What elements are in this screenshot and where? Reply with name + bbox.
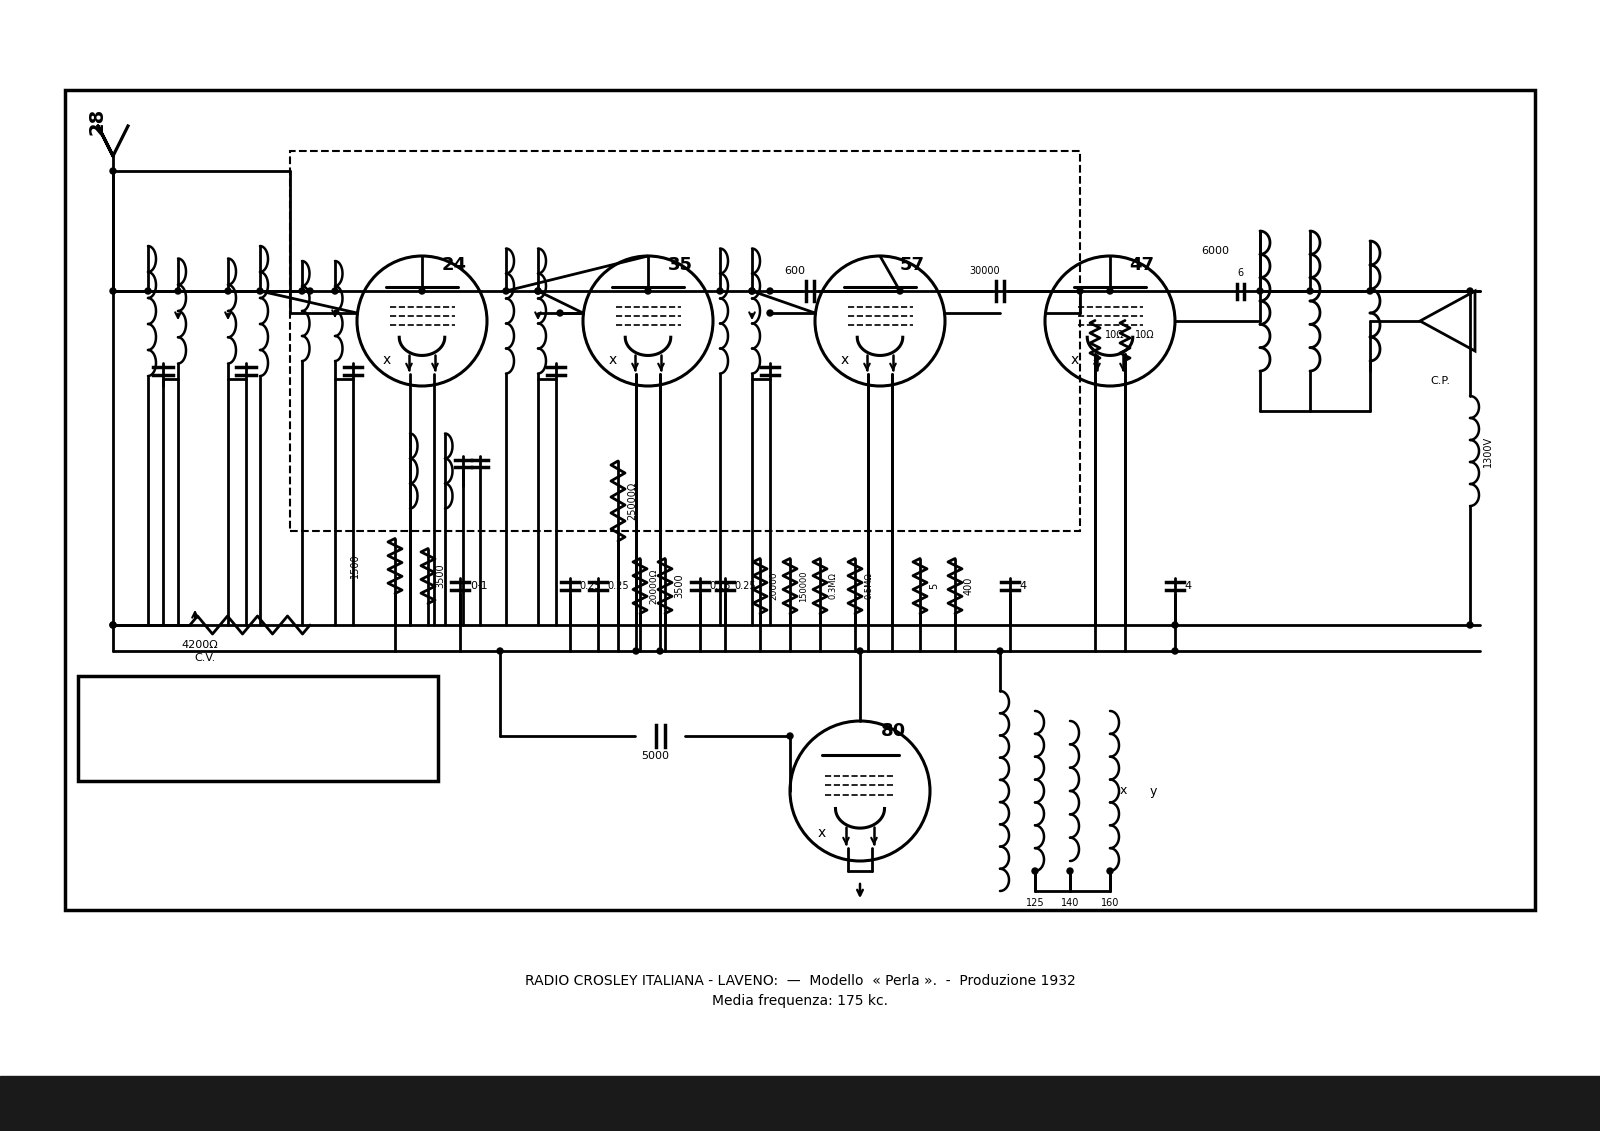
Circle shape <box>498 648 502 654</box>
Circle shape <box>307 288 314 294</box>
Text: 4: 4 <box>1019 581 1026 592</box>
Circle shape <box>110 169 115 174</box>
Text: 10Ω: 10Ω <box>1106 330 1125 340</box>
Circle shape <box>749 288 755 294</box>
Circle shape <box>898 288 902 294</box>
Text: y: y <box>1150 785 1157 797</box>
Text: x: x <box>1120 785 1128 797</box>
Text: 25000Ω: 25000Ω <box>627 482 637 520</box>
Bar <box>0 1076 1600 1131</box>
Bar <box>290 152 1080 530</box>
Circle shape <box>766 288 773 294</box>
Text: x: x <box>818 826 826 840</box>
Circle shape <box>1467 622 1474 628</box>
Circle shape <box>226 288 230 294</box>
Text: x: x <box>382 353 390 366</box>
Text: 0.3MΩ: 0.3MΩ <box>829 572 838 599</box>
Circle shape <box>997 648 1003 654</box>
Text: 47: 47 <box>1130 257 1155 275</box>
Text: x: x <box>608 353 616 366</box>
Circle shape <box>110 622 115 628</box>
Text: 0.25: 0.25 <box>579 581 600 592</box>
Text: x: x <box>840 353 848 366</box>
Text: 400: 400 <box>963 577 974 595</box>
Circle shape <box>502 288 509 294</box>
Text: 6000: 6000 <box>1202 247 1229 256</box>
Text: 4200Ω: 4200Ω <box>182 640 218 650</box>
Text: 20000: 20000 <box>770 571 778 601</box>
Text: 3500: 3500 <box>435 563 445 588</box>
Text: 1300V: 1300V <box>1483 435 1493 467</box>
Circle shape <box>110 622 115 628</box>
Circle shape <box>1467 288 1474 294</box>
Circle shape <box>1171 622 1178 628</box>
Text: 3500: 3500 <box>674 573 685 598</box>
Text: 160: 160 <box>1101 898 1118 908</box>
Circle shape <box>333 288 338 294</box>
Text: 0.15: 0.15 <box>709 581 731 592</box>
Text: 5000: 5000 <box>642 751 669 761</box>
Text: ADIO CROSLEY ITALIANA: ADIO CROSLEY ITALIANA <box>93 696 341 713</box>
Circle shape <box>1067 867 1074 874</box>
Circle shape <box>258 288 262 294</box>
Circle shape <box>1171 648 1178 654</box>
Circle shape <box>1307 288 1314 294</box>
Bar <box>78 676 438 782</box>
Circle shape <box>534 288 541 294</box>
Text: 0.25: 0.25 <box>606 581 629 592</box>
Circle shape <box>645 288 651 294</box>
Circle shape <box>634 648 638 654</box>
Text: 28: 28 <box>88 107 107 135</box>
Text: Media frequenza: 175 kc.: Media frequenza: 175 kc. <box>712 994 888 1008</box>
Text: 10Ω: 10Ω <box>1134 330 1155 340</box>
Text: 30000: 30000 <box>970 266 1000 276</box>
Circle shape <box>174 288 181 294</box>
Circle shape <box>419 288 426 294</box>
Text: 57: 57 <box>899 257 925 275</box>
Text: 20000Ω: 20000Ω <box>650 568 658 604</box>
Text: 24: 24 <box>442 257 467 275</box>
Circle shape <box>1077 288 1083 294</box>
Circle shape <box>787 733 794 739</box>
Circle shape <box>766 310 773 316</box>
Text: 125: 125 <box>1026 898 1045 908</box>
Text: 0·1: 0·1 <box>470 581 488 592</box>
Text: 600: 600 <box>784 266 805 276</box>
Circle shape <box>557 310 563 316</box>
Text: RADIO CROSLEY ITALIANA - LAVENO:  —  Modello  « Perla ».  -  Produzione 1932: RADIO CROSLEY ITALIANA - LAVENO: — Model… <box>525 974 1075 988</box>
Text: MOD.  “ PERLA ”: MOD. “ PERLA ” <box>93 744 261 762</box>
Text: 140: 140 <box>1061 898 1078 908</box>
Text: 6: 6 <box>1237 268 1243 278</box>
Text: 0.5MΩ: 0.5MΩ <box>864 572 874 599</box>
Circle shape <box>299 288 306 294</box>
Circle shape <box>1258 288 1262 294</box>
Text: C.P.: C.P. <box>1430 375 1450 386</box>
Text: 80: 80 <box>882 723 906 741</box>
Bar <box>66 90 1534 910</box>
Text: 1500: 1500 <box>350 554 360 578</box>
Text: C.V.: C.V. <box>194 653 216 663</box>
Circle shape <box>146 288 150 294</box>
Circle shape <box>658 648 662 654</box>
Circle shape <box>858 648 862 654</box>
Text: 35: 35 <box>667 257 693 275</box>
Text: 4: 4 <box>1184 581 1190 592</box>
Circle shape <box>749 288 755 294</box>
Circle shape <box>1107 288 1114 294</box>
Circle shape <box>1366 288 1373 294</box>
Text: x: x <box>1070 353 1078 366</box>
Circle shape <box>1107 867 1114 874</box>
Text: 0.25: 0.25 <box>734 581 755 592</box>
Circle shape <box>110 288 115 294</box>
Circle shape <box>534 288 541 294</box>
Circle shape <box>717 288 723 294</box>
Text: 150000: 150000 <box>798 570 808 602</box>
Text: 5: 5 <box>930 582 939 589</box>
Circle shape <box>1032 867 1038 874</box>
